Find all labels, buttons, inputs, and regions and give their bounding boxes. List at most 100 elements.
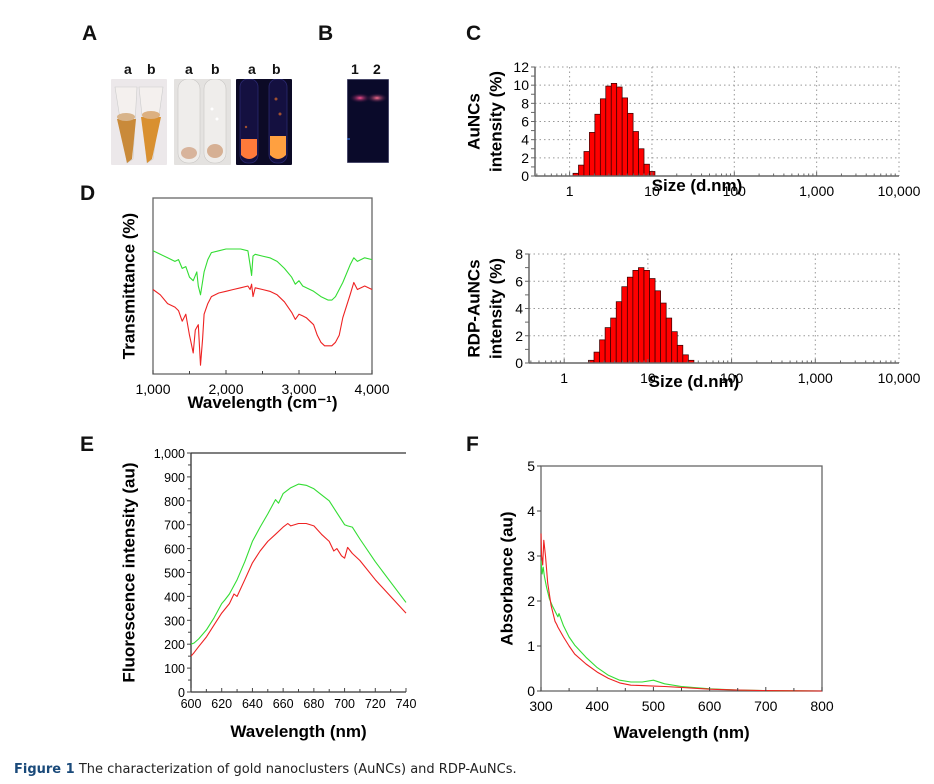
y-tick-label: 1 [527, 638, 535, 654]
photo-tubes-precipitate [174, 79, 231, 165]
x-axis-label: Wavelength (nm) [230, 722, 366, 741]
y-axis-label: RDP-AuNCs [464, 259, 483, 357]
histogram-bar [654, 290, 661, 364]
x-tick-label: 740 [396, 697, 417, 711]
histogram-bar [621, 286, 628, 364]
series-line-red [540, 533, 823, 692]
histogram-bar [593, 351, 600, 364]
y-tick-label: 12 [513, 59, 529, 75]
histogram-bar [605, 85, 612, 177]
x-tick-label: 1 [566, 183, 574, 199]
panel-letter-b: B [318, 22, 334, 45]
x-tick-label: 1,000 [798, 370, 833, 386]
histogram-bar [676, 344, 684, 364]
histogram-bar [627, 112, 634, 177]
x-tick-label: 10,000 [878, 183, 921, 199]
photo-tubes-daylight [111, 79, 167, 165]
x-tick-label: 10,000 [878, 370, 921, 386]
y-axis-label: intensity (%) [486, 71, 505, 172]
x-tick-label: 500 [642, 698, 666, 714]
x-tick-label: 1,000 [799, 183, 834, 199]
y-tick-label: 1,000 [154, 447, 185, 461]
series-line-red [190, 522, 407, 657]
y-tick-label: 300 [164, 614, 185, 628]
series-line-red [152, 281, 373, 366]
fluorescence-chart: 600 620 640 660 680 700 720 740 0 100 200 300 400 500… [119, 447, 417, 741]
y-tick-label: 4 [515, 301, 523, 317]
photo3-label-b: b [272, 61, 281, 77]
histogram-bar [578, 164, 585, 177]
x-tick-label: 700 [334, 697, 355, 711]
histogram-bar [621, 97, 628, 177]
y-tick-label: 8 [521, 95, 529, 111]
histogram-bar [599, 339, 606, 364]
x-tick-label: 100 [720, 370, 744, 386]
x-axis-label: Wavelength (nm) [613, 723, 749, 742]
photo1-label-a: a [124, 61, 132, 77]
panel-letter-a: A [82, 22, 98, 45]
x-axis-label: Size (d.nm) [652, 176, 743, 195]
photo-tubes-uv [236, 79, 292, 165]
histogram-bar [638, 267, 645, 364]
y-axis-label: Absorbance (au) [497, 511, 516, 645]
y-tick-label: 4 [521, 132, 529, 148]
histogram-bar [643, 270, 650, 364]
x-tick-label: 620 [211, 697, 232, 711]
y-tick-label: 600 [164, 543, 185, 557]
gel-lane-label-2: 2 [373, 61, 381, 77]
y-axis-label: Transmittance (%) [119, 213, 138, 359]
photo1-label-b: b [147, 61, 156, 77]
ftir-chart: 1,000 2,000 3,000 4,000 Wavelength (cm⁻¹) Tra… [119, 197, 390, 412]
panel-letter-d: D [80, 182, 96, 205]
dls-chart-rdp-aunc: 0 2 4 6 8 1 10 100 1,000 10,000 Size (d.nm) RDP-AuN… [464, 246, 921, 391]
x-axis-label: Wavelength (cm⁻¹) [187, 393, 337, 412]
gel-lane-label-1: 1 [351, 61, 359, 77]
x-tick-label: 600 [698, 698, 722, 714]
histogram-bar [616, 86, 623, 177]
x-tick-label: 640 [242, 697, 263, 711]
x-tick-label: 10 [644, 183, 660, 199]
panel-letter-f: F [466, 433, 479, 456]
y-tick-label: 0 [178, 686, 185, 700]
x-tick-label: 100 [723, 183, 747, 199]
x-tick-label: 3,000 [281, 381, 316, 397]
histogram-bar [632, 270, 639, 364]
figure-caption-label: Figure 1 [14, 762, 75, 777]
y-tick-label: 2 [515, 328, 523, 344]
histogram-bar [665, 317, 673, 364]
series-line-green [540, 560, 823, 692]
y-tick-label: 700 [164, 519, 185, 533]
y-tick-label: 6 [515, 273, 523, 289]
x-tick-label: 1,000 [135, 381, 170, 397]
gel-image [347, 79, 389, 163]
y-axis-label: intensity (%) [486, 258, 505, 359]
histogram-bar [649, 278, 656, 364]
y-tick-label: 200 [164, 638, 185, 652]
histogram-bar [638, 148, 645, 177]
y-tick-label: 6 [521, 114, 529, 130]
panel-letter-e: E [80, 433, 95, 456]
y-tick-label: 4 [527, 503, 535, 519]
x-tick-label: 300 [529, 698, 553, 714]
plot-frame [152, 197, 373, 375]
histogram-bar [610, 317, 617, 364]
x-tick-label: 680 [303, 697, 324, 711]
x-axis-label: Size (d.nm) [649, 372, 740, 391]
x-tick-label: 4,000 [354, 381, 389, 397]
y-tick-label: 500 [164, 567, 185, 581]
histogram-bar [632, 131, 639, 177]
x-tick-label: 400 [586, 698, 610, 714]
x-tick-label: 10 [640, 370, 656, 386]
panel-letter-c: C [466, 22, 482, 45]
y-tick-label: 100 [164, 662, 185, 676]
histogram-bar [589, 132, 596, 177]
photo3-label-a: a [248, 61, 256, 77]
figure-caption-text: The characterization of gold nanocluster… [78, 762, 517, 777]
histogram-bar [599, 98, 607, 177]
photo2-label-b: b [211, 61, 220, 77]
dls-chart-aunc: 0 2 4 6 8 10 12 1 10 100 1,000 10,000 Size (d.nm) AuN… [464, 59, 921, 199]
absorbance-chart: 300 400 500 600 700 800 0 1 2 3 4 5 Wavelength (nm) A… [497, 458, 833, 742]
histogram-bar [615, 301, 623, 364]
figure-caption: Figure 1 The characterization of gold na… [14, 762, 517, 777]
y-tick-label: 8 [515, 246, 523, 262]
